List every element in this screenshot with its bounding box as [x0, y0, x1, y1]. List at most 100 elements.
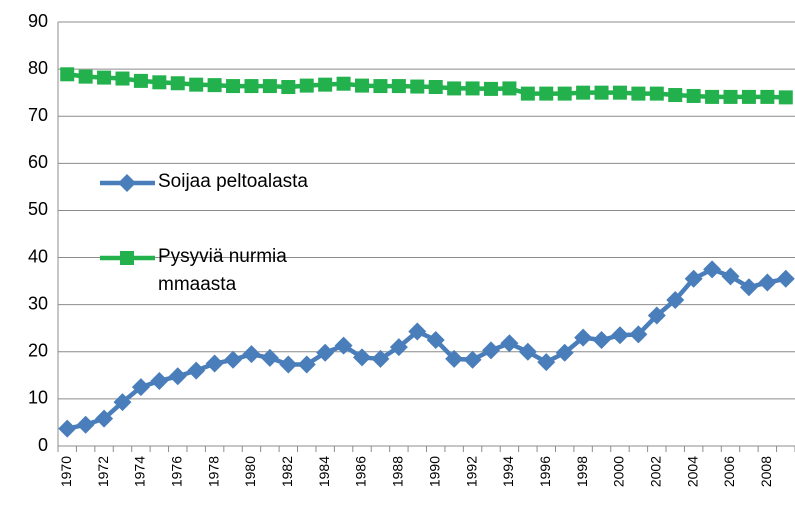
point-marker	[150, 371, 169, 390]
point-marker	[318, 77, 333, 92]
x-tick-label: 1976	[168, 456, 184, 487]
y-tick-label: 0	[38, 435, 48, 455]
point-marker	[629, 325, 648, 344]
point-marker	[557, 86, 572, 101]
x-tick-label: 1986	[353, 456, 369, 487]
x-tick-label: 1974	[132, 456, 148, 487]
point-marker	[58, 419, 77, 438]
point-marker	[133, 73, 148, 88]
y-tick-label: 10	[28, 388, 48, 408]
x-tick-label: 1988	[390, 456, 406, 487]
point-marker	[445, 349, 464, 368]
point-marker	[502, 81, 517, 96]
x-tick-label: 1980	[242, 456, 258, 487]
x-tick-label: 1994	[500, 456, 516, 487]
point-marker	[316, 343, 335, 362]
point-marker	[299, 78, 314, 93]
point-marker	[684, 269, 703, 288]
point-marker	[189, 77, 204, 92]
point-marker	[95, 409, 114, 428]
point-marker	[353, 348, 372, 367]
point-marker	[334, 336, 353, 355]
x-tick-label: 2002	[648, 456, 664, 487]
point-marker	[389, 338, 408, 357]
point-marker	[355, 78, 370, 93]
point-marker	[723, 89, 738, 104]
x-tick-label: 1978	[205, 456, 221, 487]
point-marker	[537, 353, 556, 372]
point-marker	[465, 81, 480, 96]
point-marker	[500, 334, 519, 353]
point-marker	[205, 354, 224, 373]
y-tick-label: 60	[28, 152, 48, 172]
y-tick-label: 70	[28, 105, 48, 125]
point-marker	[741, 89, 756, 104]
point-marker	[410, 79, 425, 94]
x-tick-label: 1982	[279, 456, 295, 487]
point-marker	[576, 85, 591, 100]
point-marker	[592, 331, 611, 349]
point-marker	[113, 393, 132, 412]
point-marker	[170, 76, 185, 91]
point-marker	[668, 88, 683, 103]
point-marker	[447, 81, 462, 96]
point-marker	[408, 322, 427, 341]
point-marker	[152, 75, 167, 90]
legend-label: Soijaa peltoalasta	[158, 171, 308, 192]
point-marker	[721, 267, 740, 286]
point-marker	[297, 355, 316, 374]
x-tick-label: 1984	[316, 456, 332, 487]
point-marker	[428, 80, 443, 95]
point-marker	[463, 350, 482, 369]
point-marker	[336, 76, 351, 91]
x-tick-label: 1996	[537, 456, 553, 487]
point-marker	[776, 269, 795, 288]
point-marker	[594, 85, 609, 100]
point-marker	[760, 89, 775, 104]
point-marker	[60, 67, 75, 82]
series-line	[66, 72, 786, 100]
point-marker	[758, 273, 777, 292]
point-marker	[224, 350, 243, 369]
y-tick-label: 50	[28, 199, 48, 219]
point-marker	[260, 348, 279, 367]
x-tick-label: 1972	[95, 456, 111, 487]
x-tick-label: 1970	[58, 456, 74, 487]
point-marker	[631, 86, 646, 101]
point-marker	[520, 86, 535, 101]
point-marker	[97, 70, 112, 85]
point-marker	[76, 415, 95, 434]
point-marker	[244, 79, 259, 94]
point-marker	[187, 361, 206, 380]
point-marker	[666, 290, 685, 309]
point-marker	[279, 355, 298, 374]
point-marker	[703, 260, 722, 279]
x-tick-label: 1992	[463, 456, 479, 487]
point-marker	[118, 174, 136, 192]
point-marker	[612, 85, 627, 100]
point-marker	[778, 90, 793, 105]
point-marker	[481, 341, 500, 360]
point-marker	[281, 80, 296, 95]
y-tick-label: 20	[28, 341, 48, 361]
y-tick-label: 40	[28, 246, 48, 266]
point-marker	[483, 81, 498, 96]
point-marker	[649, 86, 664, 101]
point-marker	[207, 78, 222, 93]
x-tick-label: 2008	[758, 456, 774, 487]
y-tick-label: 30	[28, 293, 48, 313]
point-marker	[739, 278, 758, 297]
point-marker	[120, 251, 134, 265]
point-marker	[647, 306, 666, 325]
point-marker	[686, 88, 701, 103]
series-line	[66, 267, 787, 431]
point-marker	[391, 79, 406, 94]
x-tick-label: 2006	[721, 456, 737, 487]
y-tick-label: 90	[28, 11, 48, 31]
x-tick-label: 2000	[611, 456, 627, 487]
point-marker	[115, 71, 130, 86]
point-marker	[555, 343, 574, 362]
x-tick-label: 1990	[426, 456, 442, 487]
